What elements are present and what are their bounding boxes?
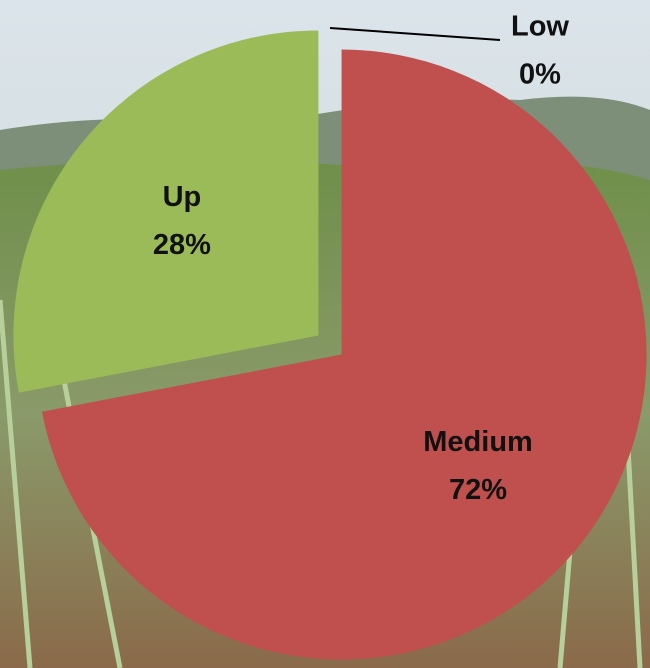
slice-label: Up	[163, 181, 202, 213]
slice-label: Low	[511, 11, 569, 43]
pie	[13, 30, 647, 660]
value-label: 28%	[153, 229, 211, 261]
pie-slice	[13, 30, 319, 393]
slice-label: Medium	[423, 426, 533, 458]
value-label: 0%	[519, 59, 561, 91]
pie-slice	[41, 49, 647, 660]
value-label: 72%	[449, 474, 507, 506]
leader-line	[329, 27, 501, 41]
